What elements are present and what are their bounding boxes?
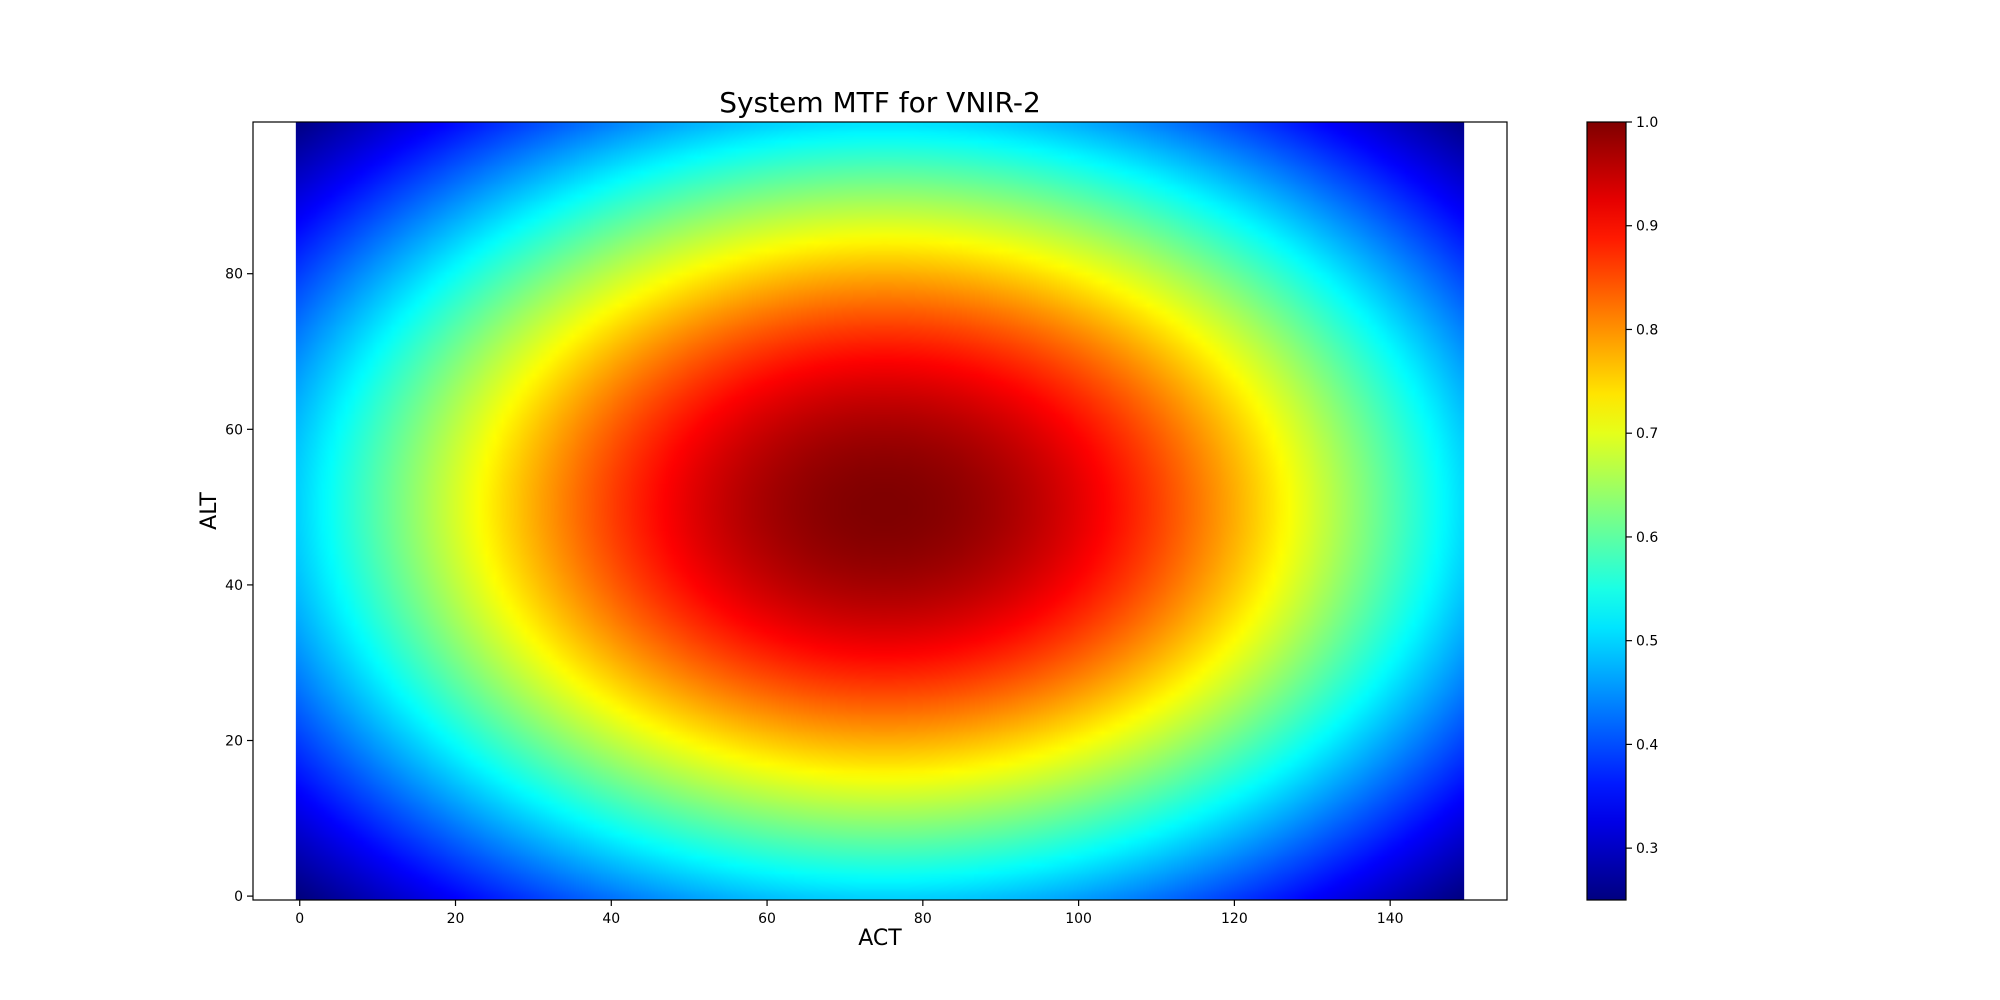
y-axis-label: ALT [197,492,222,530]
colorbar-tick-label: 0.7 [1636,426,1658,442]
colorbar-frame [1586,121,1627,901]
x-tick-label: 100 [1065,911,1092,927]
colorbar-tick-label: 0.4 [1636,737,1658,753]
x-tick-label: 120 [1221,911,1248,927]
heatmap-image [295,122,1465,900]
colorbar-tick-label: 0.9 [1636,219,1658,235]
y-tick-label: 40 [225,578,243,594]
plot-frame [252,121,1508,901]
x-tick-label: 60 [758,911,776,927]
x-tick-label: 80 [914,911,932,927]
x-tick-label: 40 [602,911,620,927]
colorbar-tick-label: 0.6 [1636,530,1658,546]
colorbar-tick-label: 1.0 [1636,115,1658,131]
x-tick-label: 0 [295,911,304,927]
x-tick-label: 20 [447,911,465,927]
colorbar-ticks: 0.3 0.4 0.5 0.6 0.7 0.8 0.9 1.0 [1626,115,1658,857]
colorbar [1587,122,1626,900]
chart-title: System MTF for VNIR-2 [719,86,1041,119]
x-tick-label: 140 [1377,911,1404,927]
y-tick-label: 20 [225,734,243,750]
colorbar-tick-label: 0.8 [1636,322,1658,338]
x-axis-ticks: 0 20 40 60 80 100 120 140 [295,900,1404,927]
colorbar-tick-label: 0.5 [1636,634,1658,650]
colorbar-tick-label: 0.3 [1636,841,1658,857]
y-tick-label: 80 [225,267,243,283]
x-axis-label: ACT [858,926,902,951]
y-tick-label: 60 [225,422,243,438]
y-tick-label: 0 [234,889,243,905]
y-axis-ticks: 0 20 40 60 80 [225,267,253,905]
